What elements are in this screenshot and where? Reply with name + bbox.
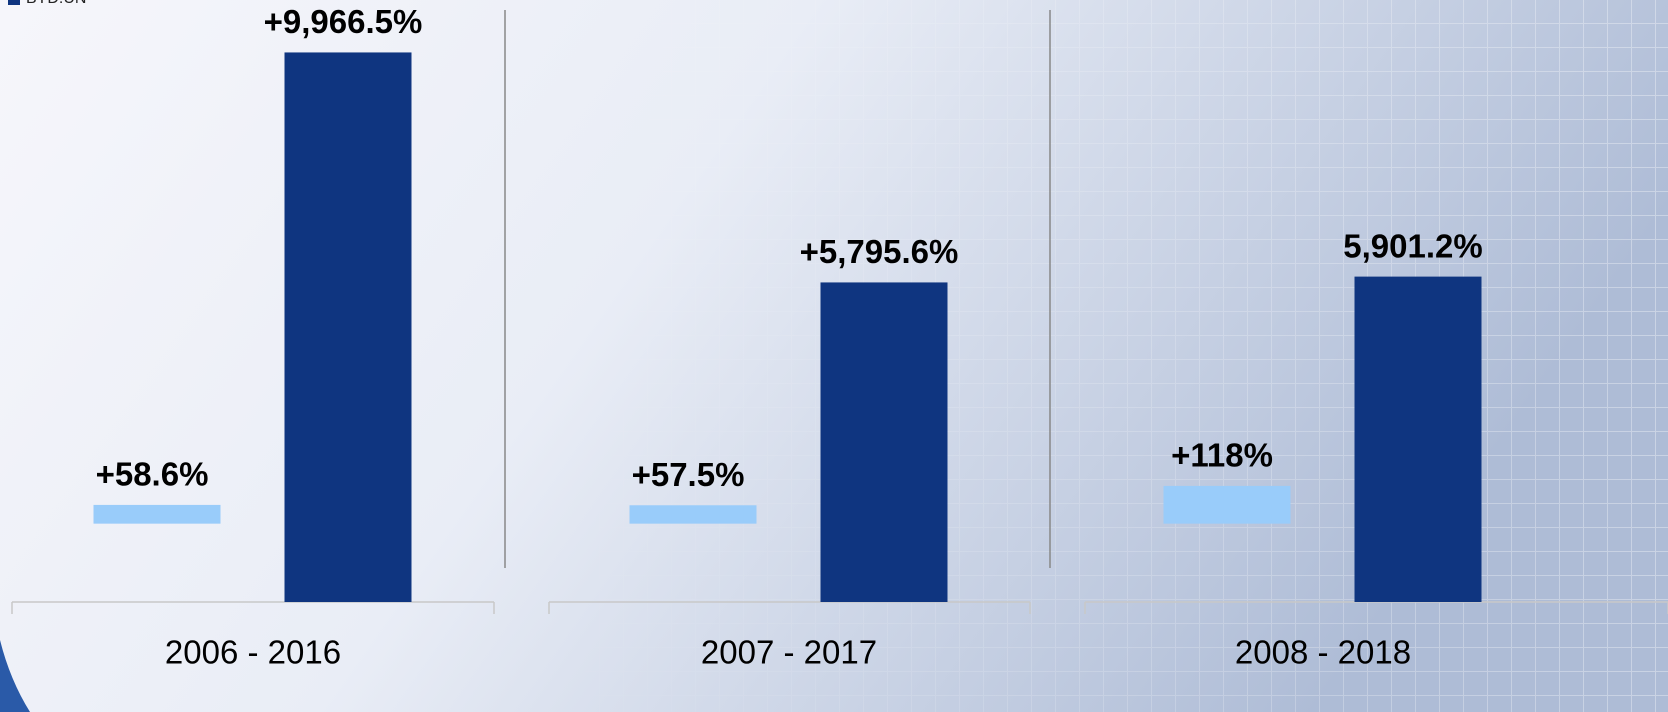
bar — [93, 504, 221, 524]
bar — [629, 505, 757, 524]
legend-label: BYD:UN — [26, 0, 86, 7]
bar — [1354, 276, 1482, 602]
x-tick-label: 2006 - 2016 — [165, 634, 341, 671]
x-tick-label: 2007 - 2017 — [701, 634, 877, 671]
data-label: +118% — [1171, 437, 1273, 474]
data-label: 5,901.2% — [1343, 227, 1482, 264]
bar — [1163, 485, 1291, 524]
data-label: +57.5% — [632, 456, 745, 493]
x-tick-label: 2008 - 2018 — [1235, 634, 1411, 671]
data-label: +9,966.5% — [264, 3, 423, 40]
bar — [284, 52, 412, 603]
data-label: +58.6% — [96, 456, 209, 493]
corner-decoration — [0, 640, 30, 712]
data-label: +5,795.6% — [800, 233, 959, 270]
bar — [820, 282, 948, 602]
legend-swatch — [8, 0, 20, 5]
